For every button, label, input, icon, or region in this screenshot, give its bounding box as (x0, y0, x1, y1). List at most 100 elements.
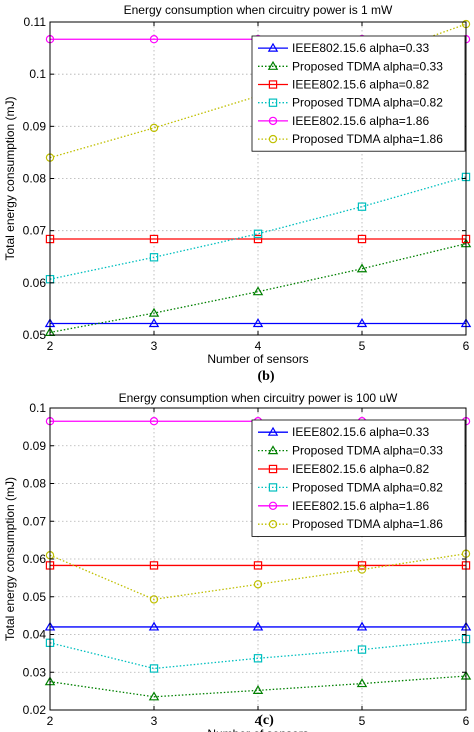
x-tick-label: 2 (47, 714, 54, 728)
data-point (253, 229, 263, 238)
legend-entry: Proposed TDMA alpha=0.82 (292, 96, 443, 110)
legend-entry: Proposed TDMA alpha=1.86 (292, 517, 443, 531)
legend-box (251, 35, 466, 152)
legend-entry: IEEE802.15.6 alpha=1.86 (292, 114, 429, 128)
chart-1: 2 3 4 5 6 0.05 0.06 0.07 0.08 0.09 0.1 0.11 Energy c… (3, 3, 472, 384)
legend: IEEE802.15.6 alpha=0.33 Proposed TDMA alp… (251, 35, 466, 152)
x-tick-label: 4 (255, 714, 262, 728)
y-tick-label: 0.06 (23, 552, 47, 566)
x-tick-label: 3 (151, 339, 158, 353)
series-line (49, 675, 467, 698)
x-tick-label: 5 (359, 714, 366, 728)
chart-title: Energy consumption when circuitry power … (119, 391, 398, 405)
legend-entry: IEEE802.15.6 alpha=1.86 (292, 499, 429, 513)
legend-marker (268, 134, 278, 144)
data-point (148, 318, 160, 328)
y-axis-label: Total energy consumption (mJ) (3, 96, 17, 260)
series-1 (44, 318, 472, 328)
y-tick-label: 0.1 (29, 67, 46, 81)
data-point (356, 678, 368, 688)
data-point (253, 561, 263, 570)
legend-entry: Proposed TDMA alpha=0.82 (292, 480, 443, 494)
data-point (357, 645, 367, 654)
data-point (149, 595, 159, 604)
y-tick-label: 0.09 (23, 119, 47, 133)
y-tick-label: 0.02 (23, 703, 47, 717)
y-tick-label: 0.07 (23, 224, 47, 238)
data-point (252, 286, 264, 296)
series-line (49, 638, 467, 670)
series-line (49, 553, 467, 601)
legend-entry: Proposed TDMA alpha=0.33 (292, 59, 443, 73)
x-tick-label: 3 (151, 714, 158, 728)
data-point (149, 417, 159, 426)
legend-entry: Proposed TDMA alpha=0.33 (292, 444, 443, 458)
y-tick-label: 0.1 (29, 401, 46, 415)
y-tick-label: 0.04 (23, 628, 47, 642)
data-point (253, 654, 263, 663)
x-tick-label: 4 (255, 339, 262, 353)
y-tick-label: 0.03 (23, 665, 47, 679)
legend-marker (267, 42, 279, 52)
data-point (149, 35, 159, 44)
data-point (252, 318, 264, 328)
data-point (149, 664, 159, 673)
legend-marker (267, 60, 279, 70)
data-point (149, 234, 159, 244)
y-tick-label: 0.08 (23, 477, 47, 491)
y-tick-label: 0.09 (23, 439, 47, 453)
y-tick-label: 0.08 (23, 172, 47, 186)
data-point (356, 263, 368, 273)
x-tick-label: 2 (47, 339, 54, 353)
legend-box (251, 419, 466, 537)
y-tick-label: 0.05 (23, 328, 47, 342)
data-point (356, 621, 368, 631)
figure-caption: (c) (258, 713, 274, 728)
series-line (49, 176, 467, 280)
x-axis-label: Number of sensors (207, 727, 308, 732)
y-tick-label: 0.07 (23, 514, 47, 528)
x-tick-label: 6 (463, 339, 470, 353)
y-tick-label: 0.05 (23, 590, 47, 604)
legend-entry: Proposed TDMA alpha=1.86 (292, 132, 443, 146)
series-line (49, 243, 467, 334)
legend-marker (268, 520, 278, 529)
legend-entry: IEEE802.15.6 alpha=0.33 (292, 425, 429, 439)
data-point (148, 621, 160, 631)
legend-marker (267, 445, 279, 455)
legend-marker (268, 116, 278, 126)
chart-2: 2 3 4 5 6 0.02 0.03 0.04 0.05 0.06 0.07 0.08 0.09 0.1… (3, 391, 472, 732)
y-tick-label: 0.06 (23, 276, 47, 290)
data-point (148, 691, 160, 701)
data-point (149, 561, 159, 570)
data-point (356, 318, 368, 328)
x-tick-label: 5 (359, 339, 366, 353)
x-tick-label: 6 (463, 714, 470, 728)
data-point (357, 202, 367, 211)
y-axis-label: Total energy consumption (mJ) (3, 477, 17, 641)
data-point (253, 580, 263, 589)
x-axis-label: Number of sensors (207, 352, 308, 366)
legend-entry: IEEE802.15.6 alpha=0.33 (292, 41, 429, 55)
legend-marker (268, 80, 278, 89)
legend-marker (268, 464, 278, 474)
legend-marker (268, 98, 278, 107)
data-point (357, 234, 367, 244)
legend-marker (268, 501, 278, 510)
data-point (253, 234, 263, 244)
legend-entry: IEEE802.15.6 alpha=0.82 (292, 78, 429, 92)
legend-entry: IEEE802.15.6 alpha=0.82 (292, 462, 429, 476)
data-point (149, 253, 159, 262)
legend: IEEE802.15.6 alpha=0.33 Proposed TDMA alp… (251, 419, 466, 537)
data-point (148, 307, 160, 317)
data-point (252, 684, 264, 694)
figure-caption: (b) (257, 369, 274, 384)
legend-marker (268, 483, 278, 492)
data-point (252, 621, 264, 631)
chart-title: Energy consumption when circuitry power … (124, 3, 393, 17)
legend-marker (267, 426, 279, 436)
data-point (357, 565, 367, 574)
data-point (149, 123, 159, 133)
y-tick-label: 0.11 (24, 15, 47, 29)
